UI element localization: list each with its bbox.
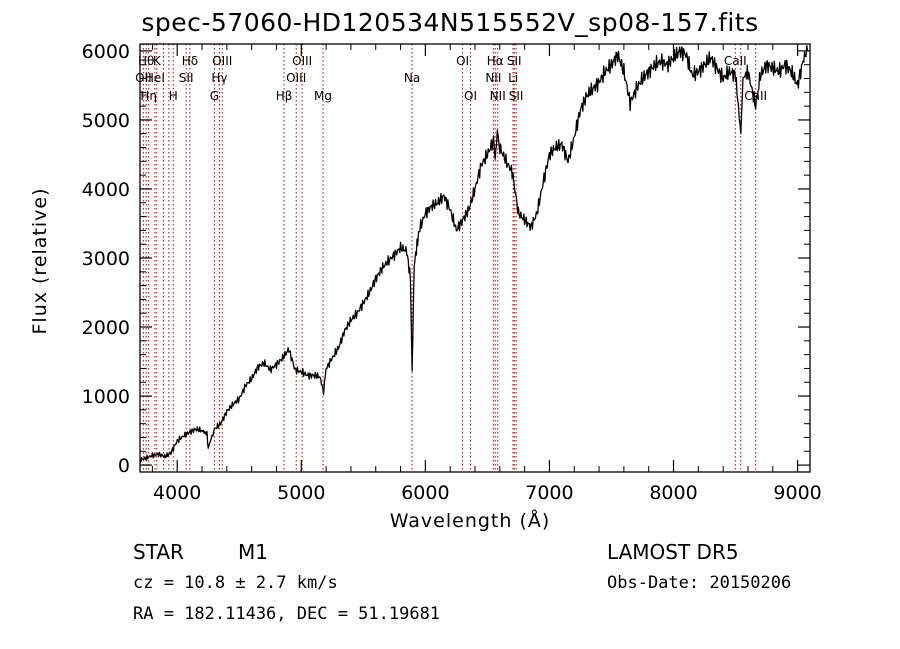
line-label: HeI <box>145 71 165 85</box>
line-label: Hγ <box>211 71 227 85</box>
line-label: Na <box>404 71 420 85</box>
line-label: OIII <box>286 71 306 85</box>
line-label: Hα <box>487 54 504 68</box>
line-label: OI <box>464 89 477 103</box>
line-label: NII <box>490 89 506 103</box>
x-tick-label: 5000 <box>277 482 325 504</box>
y-tick-label: 6000 <box>82 41 130 63</box>
y-tick-label: 5000 <box>82 110 130 132</box>
line-label: CaII <box>744 89 767 103</box>
line-label: G <box>210 89 219 103</box>
line-label: Hβ <box>276 89 293 103</box>
object-class: STAR <box>133 540 184 564</box>
spectrum-line <box>139 45 809 463</box>
y-tick-label: 2000 <box>82 317 130 339</box>
line-label: H <box>169 89 178 103</box>
chart-title: spec-57060-HD120534N515552V_sp08-157.fit… <box>141 8 759 37</box>
axis-tick-labels: 4000 5000 6000 7000 8000 9000 0 1000 2000 3000 400… <box>82 41 822 504</box>
line-label: SII <box>507 54 522 68</box>
line-label: Mg <box>314 89 332 103</box>
y-tick-label: 1000 <box>82 386 130 408</box>
plot-frame <box>139 43 811 473</box>
line-label: SII <box>509 89 524 103</box>
line-label: Hδ <box>182 54 198 68</box>
ra-dec: RA = 182.11436, DEC = 51.19681 <box>133 604 441 624</box>
x-tick-label: 9000 <box>773 482 821 504</box>
survey-name: LAMOST DR5 <box>607 540 739 564</box>
line-label: K <box>153 54 162 68</box>
y-tick-label: 4000 <box>82 179 130 201</box>
y-axis-label: Flux (relative) <box>29 187 51 335</box>
line-label: Li <box>508 71 518 85</box>
x-tick-label: 4000 <box>153 482 201 504</box>
line-label: OII <box>135 71 152 85</box>
observation-date: Obs-Date: 20150206 <box>607 573 792 593</box>
y-tick-label: 3000 <box>82 248 130 270</box>
line-label: SII <box>179 71 194 85</box>
object-subclass: M1 <box>238 540 268 564</box>
x-tick-label: 8000 <box>649 482 697 504</box>
line-label: Hη <box>140 89 157 103</box>
x-tick-label: 6000 <box>401 482 449 504</box>
line-label: OIII <box>292 54 312 68</box>
emission-line-markers <box>142 44 757 472</box>
y-tick-label: 0 <box>118 455 130 477</box>
axis-ticks <box>140 44 810 472</box>
x-axis-label: Wavelength (Å) <box>389 510 551 532</box>
emission-line-labels: HθOIIHηKHeIHSIIHδGHγOIIIHβOIIIOIIIMgNaOI… <box>135 54 767 103</box>
line-label: OI <box>456 54 469 68</box>
line-label: CaII <box>724 54 747 68</box>
redshift-cz: cz = 10.8 ± 2.7 km/s <box>133 573 338 593</box>
x-tick-label: 7000 <box>525 482 573 504</box>
line-label: OIII <box>212 54 232 68</box>
line-label: NII <box>485 71 501 85</box>
